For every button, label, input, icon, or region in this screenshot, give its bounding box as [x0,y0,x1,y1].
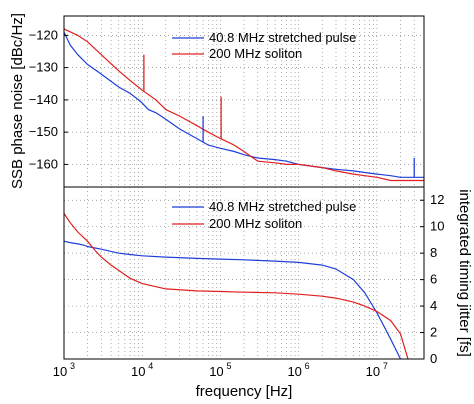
bottom-ylabel: integrated timing jitter [fs] [456,189,473,357]
bottom-legend-label-blue: 40.8 MHz stretched pulse [209,199,356,214]
xtick-exponent: 7 [383,361,388,371]
top-ytick-label: −160 [29,156,58,171]
top-ylabel: SSB phase noise [dBc/Hz] [9,13,26,189]
top-ytick-labels: −160 −150 −140 −130 −120 [29,27,68,171]
top-legend: 40.8 MHz stretched pulse 200 MHz soliton [172,30,356,61]
xtick-label: 10 [287,364,301,379]
bottom-xlabel: frequency [Hz] [196,383,293,400]
bottom-ytick-label: 10 [430,219,444,234]
top-ytick-label: −150 [29,124,58,139]
top-grid [64,16,424,187]
bottom-axes-frame [63,186,425,360]
top-ytick-label: −130 [29,60,58,75]
bottom-legend-label-red: 200 MHz soliton [209,216,302,231]
bottom-legend: 40.8 MHz stretched pulse 200 MHz soliton [172,199,356,231]
xtick-label: 10 [53,364,67,379]
xtick-exponent: 4 [148,361,153,371]
bottom-series-line-0 [63,240,402,360]
bottom-ytick-label: 4 [430,298,437,313]
xtick-exponent: 3 [70,361,75,371]
bottom-ytick-label: 8 [430,245,437,260]
top-legend-label-red: 200 MHz soliton [209,46,302,61]
xtick-label: 10 [366,364,380,379]
bottom-ytick-label: 6 [430,272,437,287]
bottom-ytick-labels: 0 2 4 6 8 10 12 [420,192,444,366]
xtick-exponent: 5 [226,361,231,371]
bottom-series [63,213,409,360]
top-ytick-label: −140 [29,92,58,107]
bottom-ytick-label: 12 [430,192,444,207]
bottom-series-line-1 [63,213,409,360]
xtick-exponent: 6 [305,361,310,371]
top-series-line-0 [63,31,424,178]
xtick-label: 10 [209,364,223,379]
bottom-ytick-label: 0 [430,351,437,366]
top-series-line-1 [63,28,424,182]
top-ytick-label: −120 [29,27,58,42]
top-legend-label-blue: 40.8 MHz stretched pulse [209,30,356,45]
bottom-ytick-label: 2 [430,325,437,340]
top-series [63,28,424,182]
xtick-label: 10 [131,364,145,379]
top-panel: −160 −150 −140 −130 −120 40.8 MHz stretched … [9,13,425,189]
bottom-xtick-labels: 10 3 10 4 10 5 10 6 10 7 [53,361,388,379]
